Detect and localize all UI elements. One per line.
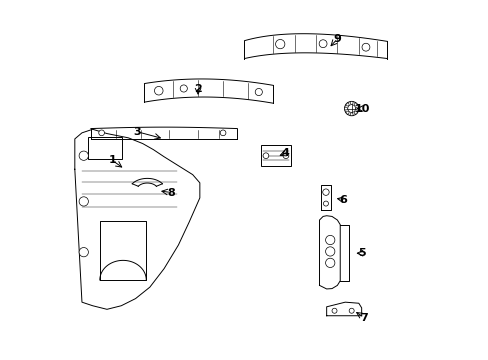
Circle shape (275, 40, 285, 49)
Circle shape (263, 153, 268, 158)
Circle shape (255, 89, 262, 96)
Circle shape (180, 85, 187, 92)
Text: 4: 4 (281, 148, 289, 158)
Circle shape (361, 43, 369, 51)
Circle shape (325, 247, 334, 256)
Text: 2: 2 (194, 84, 202, 94)
Circle shape (99, 130, 104, 136)
Polygon shape (75, 129, 200, 309)
Circle shape (331, 308, 336, 313)
Circle shape (349, 102, 352, 104)
Circle shape (322, 189, 328, 195)
Circle shape (220, 130, 225, 136)
Circle shape (79, 197, 88, 206)
Text: 7: 7 (360, 312, 367, 323)
Circle shape (347, 105, 355, 112)
Text: 1: 1 (108, 156, 116, 165)
Bar (260, 145, 290, 166)
Circle shape (325, 258, 334, 267)
Polygon shape (244, 34, 386, 59)
Circle shape (353, 103, 356, 106)
Text: 6: 6 (338, 195, 346, 204)
Circle shape (344, 102, 358, 116)
Circle shape (79, 248, 88, 257)
Text: 10: 10 (354, 104, 369, 113)
Circle shape (348, 308, 353, 313)
Circle shape (319, 40, 326, 48)
Circle shape (346, 103, 348, 106)
Text: 3: 3 (133, 127, 141, 137)
Polygon shape (321, 185, 330, 210)
Polygon shape (319, 216, 340, 289)
Circle shape (344, 107, 346, 110)
Polygon shape (91, 127, 237, 139)
Text: 5: 5 (358, 248, 366, 258)
Circle shape (325, 235, 334, 245)
Circle shape (349, 113, 352, 116)
Circle shape (355, 107, 358, 110)
Circle shape (323, 201, 328, 206)
Text: 8: 8 (167, 188, 175, 198)
Bar (88, 137, 122, 159)
Polygon shape (132, 179, 162, 186)
Text: 9: 9 (333, 34, 341, 44)
Circle shape (346, 111, 348, 114)
Polygon shape (326, 302, 361, 316)
Circle shape (353, 111, 356, 114)
Circle shape (154, 86, 163, 95)
Circle shape (283, 153, 288, 158)
Circle shape (79, 151, 88, 160)
Polygon shape (144, 79, 272, 103)
